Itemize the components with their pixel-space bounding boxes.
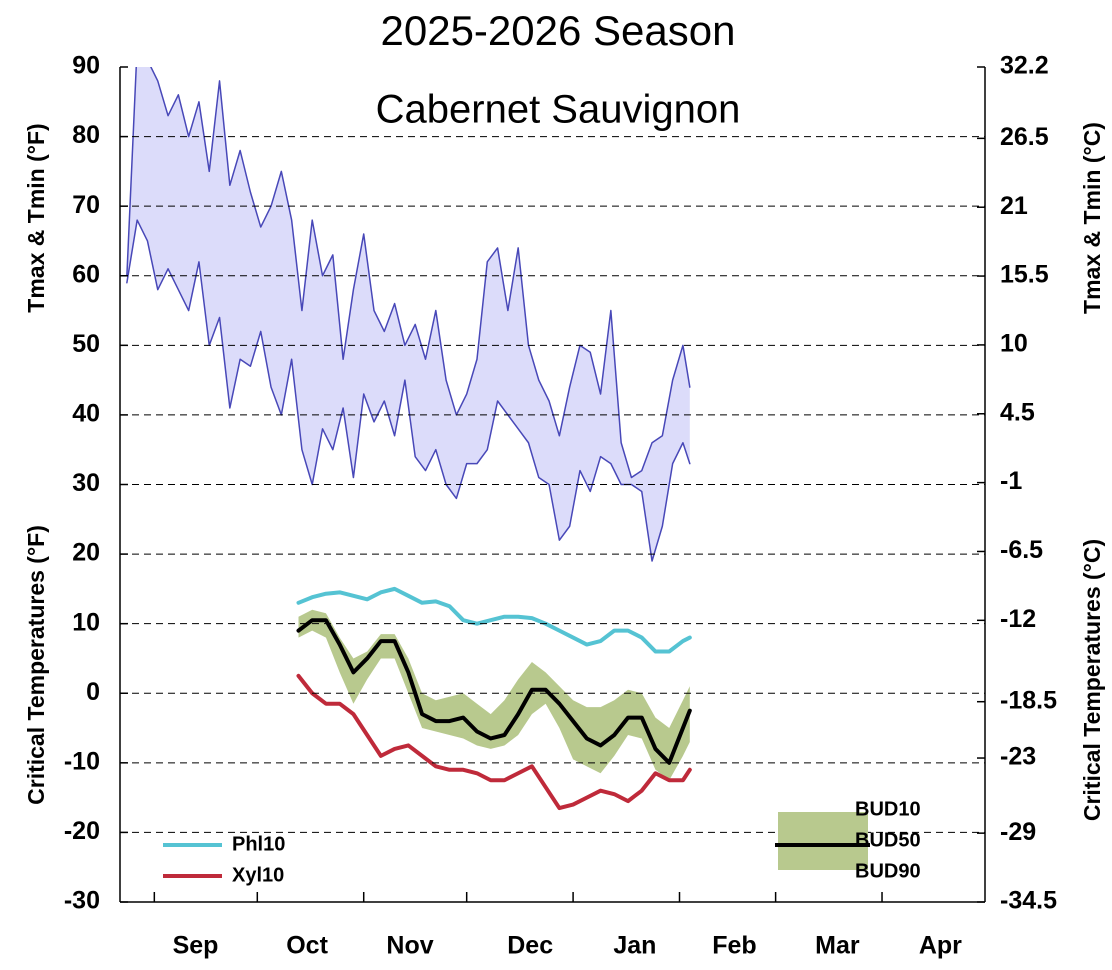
y-tick-label: 50 [72, 330, 100, 358]
y-axis-label: Critical Temperatures (°F) [23, 525, 49, 805]
y2-tick-label: 32.2 [1000, 52, 1049, 80]
y-tick-label: 0 [86, 678, 100, 706]
y2-tick-label: -18.5 [1000, 686, 1057, 714]
x-tick-label: Sep [173, 932, 219, 960]
y2-tick-label: -34.5 [1000, 887, 1057, 915]
y-tick-label: 30 [72, 469, 100, 497]
y2-tick-label: -29 [1000, 818, 1036, 846]
y2-tick-label: 4.5 [1000, 398, 1035, 426]
y-tick-label: 90 [72, 52, 100, 80]
x-tick-label: Dec [507, 932, 553, 960]
y2-tick-label: -6.5 [1000, 536, 1043, 564]
chart-title: 2025-2026 Season [381, 7, 736, 54]
y-tick-label: 10 [72, 608, 100, 636]
y-axis-label: Tmax & Tmin (°F) [23, 123, 49, 312]
legend-label: BUD50 [855, 829, 921, 851]
y-tick-label: 70 [72, 191, 100, 219]
y2-tick-label: 21 [1000, 192, 1028, 220]
range-band [298, 609, 690, 781]
legend-label: BUD90 [855, 860, 921, 882]
x-tick-label: Mar [815, 932, 860, 960]
y2-tick-label: -12 [1000, 605, 1036, 633]
legend-swatch [778, 812, 868, 870]
y-tick-label: -30 [64, 887, 100, 915]
x-tick-label: Nov [386, 932, 433, 960]
y2-tick-label: 15.5 [1000, 261, 1049, 289]
y2-tick-label: -1 [1000, 467, 1022, 495]
plot-area [126, 67, 692, 811]
x-tick-label: Feb [712, 932, 756, 960]
y2-tick-label: -23 [1000, 743, 1036, 771]
y-tick-label: -20 [64, 817, 100, 845]
legend-label: BUD10 [855, 798, 921, 820]
chart-subtitle: Cabernet Sauvignon [376, 88, 741, 132]
y-tick-label: 20 [72, 539, 100, 567]
series-line [296, 586, 692, 654]
y-tick-label: -10 [64, 747, 100, 775]
x-tick-label: Oct [286, 932, 328, 960]
x-tick-label: Jan [613, 932, 656, 960]
y2-tick-label: 10 [1000, 330, 1028, 358]
y-tick-label: 60 [72, 260, 100, 288]
series-line [296, 673, 692, 811]
y-tick-label: 40 [72, 400, 100, 428]
y2-axis-label: Critical Temperatures (°C) [1079, 539, 1105, 821]
y2-axis-label: Tmax & Tmin (°C) [1079, 122, 1105, 314]
range-band [126, 67, 690, 562]
legend-label: Phl10 [232, 833, 285, 855]
series-line [126, 67, 691, 479]
series-line [126, 219, 691, 562]
series-line [296, 618, 692, 765]
y2-tick-label: 26.5 [1000, 123, 1049, 151]
legend-label: Xyl10 [232, 864, 284, 886]
y-tick-label: 80 [72, 121, 100, 149]
x-tick-label: Apr [919, 932, 962, 960]
